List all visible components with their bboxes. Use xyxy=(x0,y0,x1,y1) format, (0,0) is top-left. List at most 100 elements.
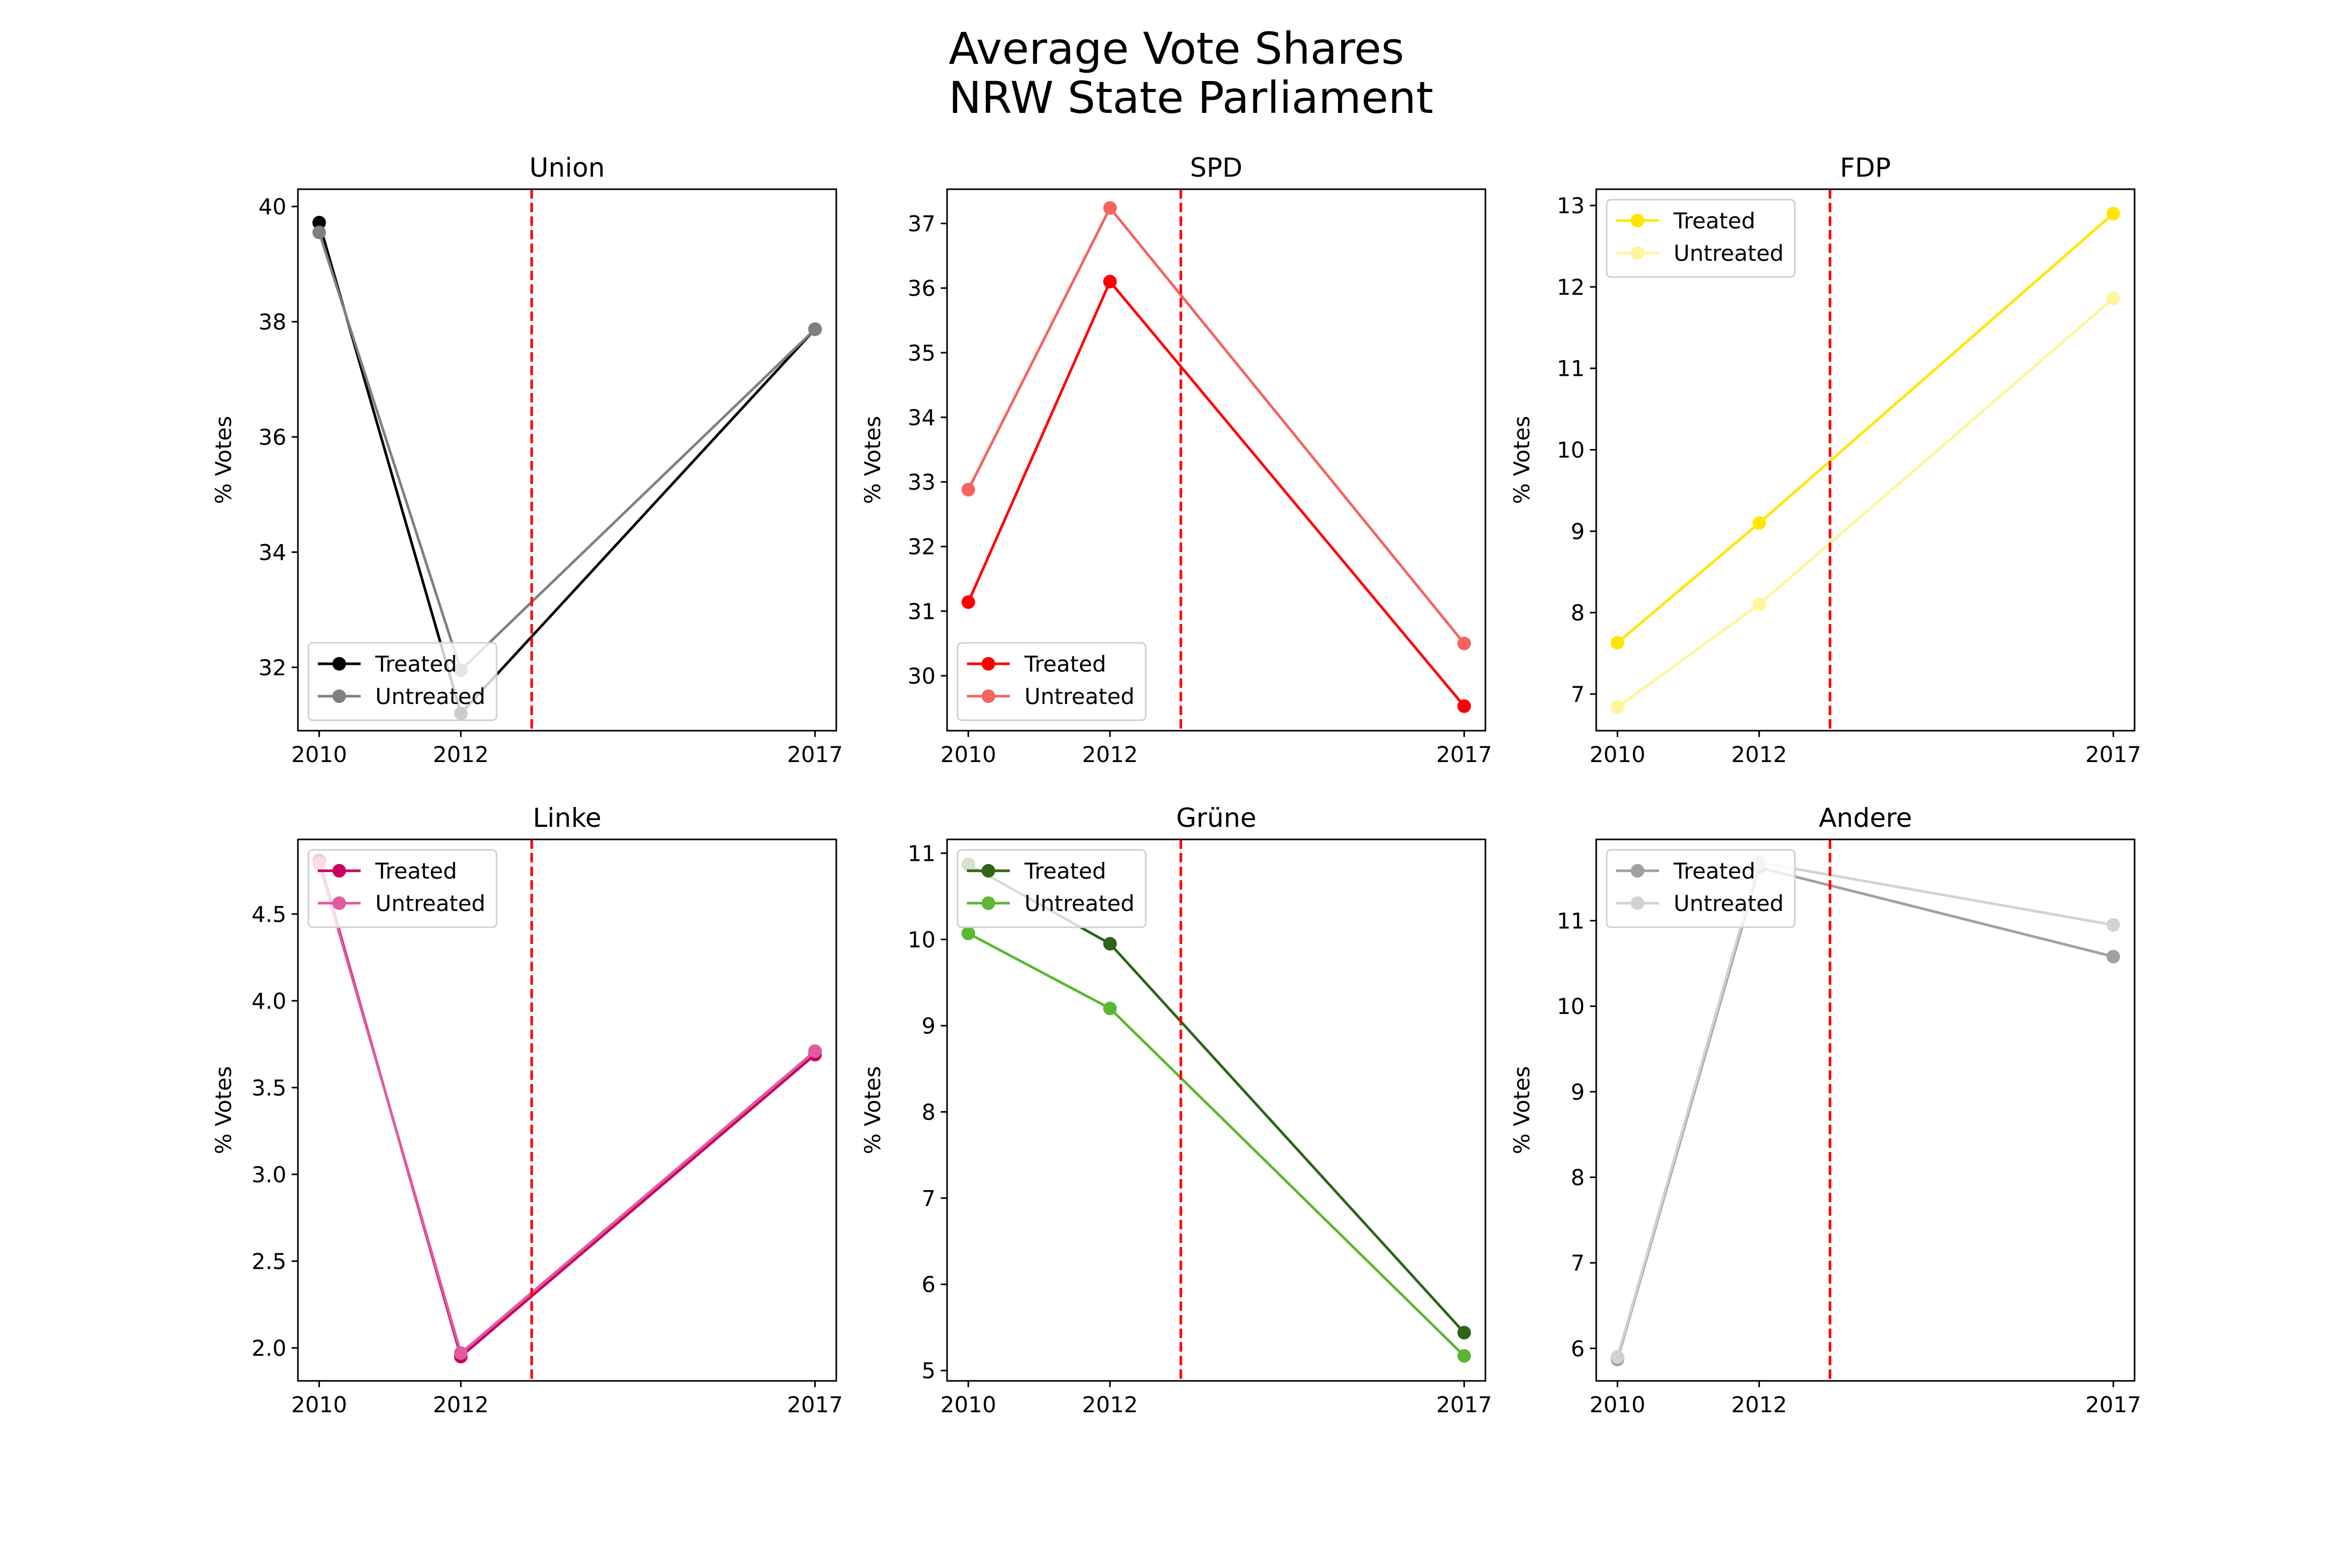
legend-marker-treated xyxy=(332,657,346,671)
x-tick-label: 2010 xyxy=(291,1392,347,1417)
y-tick-label: 38 xyxy=(259,309,286,335)
legend-box xyxy=(307,642,498,721)
data-point-treated xyxy=(1610,636,1624,650)
x-tick-label: 2010 xyxy=(1589,742,1645,767)
plot-frame xyxy=(1595,188,2136,732)
y-tick-label: 8 xyxy=(1571,600,1585,626)
x-tick-label: 2010 xyxy=(940,1392,996,1417)
plot-frame xyxy=(1595,838,2136,1382)
legend-marker-untreated xyxy=(982,896,995,910)
y-tick-label: 7 xyxy=(1571,1250,1585,1276)
y-tick-label: 9 xyxy=(921,1013,936,1039)
legend: Treated Untreated xyxy=(1606,849,1796,928)
subplot-6: Andere % Votes 6 7 8 9 10 11 2010 2012 2017 Treated… xyxy=(1509,803,2141,1417)
legend-label-untreated: Untreated xyxy=(1024,891,1135,916)
subplot-title: Linke xyxy=(533,803,601,833)
legend-label-treated: Treated xyxy=(1024,858,1106,884)
subplot-grid: Union % Votes 32 34 36 38 40 2010 2012 2017 Treate… xyxy=(211,153,2141,1417)
subplot-5: Grüne % Votes 5 6 7 8 9 10 11 2010 2012 2017 Treated… xyxy=(860,803,1492,1417)
y-tick-label: 11 xyxy=(1557,908,1585,933)
data-point-untreated xyxy=(1457,1349,1471,1363)
data-point-treated xyxy=(1103,274,1117,289)
legend-marker-untreated xyxy=(982,689,995,703)
data-point-treated xyxy=(1752,516,1766,530)
legend: Treated Untreated xyxy=(956,642,1147,721)
data-point-untreated xyxy=(312,225,326,239)
legend: Treated Untreated xyxy=(307,642,498,721)
x-tick-label: 2012 xyxy=(1731,742,1787,767)
y-tick-label: 8 xyxy=(921,1099,936,1125)
figure-title-line-2: NRW State Parliament xyxy=(949,72,1433,123)
legend-label-treated: Treated xyxy=(375,858,457,884)
data-point-untreated xyxy=(961,482,975,497)
y-tick-label: 34 xyxy=(259,539,286,565)
data-point-untreated xyxy=(2106,918,2120,932)
legend-label-untreated: Untreated xyxy=(375,891,486,916)
data-point-untreated xyxy=(808,1044,822,1058)
data-point-untreated xyxy=(808,322,822,336)
y-tick-label: 6 xyxy=(1571,1336,1585,1362)
y-tick-label: 36 xyxy=(259,424,286,450)
y-tick-label: 37 xyxy=(908,211,936,237)
y-tick-label: 8 xyxy=(1571,1165,1585,1190)
data-point-untreated xyxy=(1103,201,1117,215)
y-axis-label: % Votes xyxy=(211,416,236,504)
y-tick-label: 4.5 xyxy=(251,902,286,927)
x-tick-label: 2010 xyxy=(940,742,996,767)
legend-box xyxy=(956,642,1147,721)
legend-marker-treated xyxy=(332,864,346,878)
legend-label-untreated: Untreated xyxy=(375,684,486,709)
plot-frame xyxy=(946,838,1486,1382)
data-point-untreated xyxy=(2106,291,2120,305)
x-tick-label: 2017 xyxy=(787,742,843,767)
y-tick-label: 7 xyxy=(1571,682,1585,707)
y-tick-label: 36 xyxy=(908,275,936,301)
legend-label-untreated: Untreated xyxy=(1674,891,1784,916)
subplot-title: Union xyxy=(529,153,605,183)
y-tick-label: 10 xyxy=(1557,437,1585,463)
legend-marker-untreated xyxy=(1631,246,1644,260)
plot-frame xyxy=(946,188,1486,732)
y-axis-label: % Votes xyxy=(860,416,885,504)
x-tick-label: 2017 xyxy=(1436,742,1492,767)
y-axis-label: % Votes xyxy=(211,1066,236,1155)
y-tick-label: 11 xyxy=(1557,356,1585,382)
y-tick-label: 30 xyxy=(908,663,936,689)
legend-label-treated: Treated xyxy=(1673,858,1755,884)
legend-box xyxy=(956,849,1147,928)
x-tick-label: 2012 xyxy=(433,1392,489,1417)
data-point-treated xyxy=(312,215,326,229)
legend-box xyxy=(1606,849,1796,928)
y-tick-label: 2.0 xyxy=(251,1335,286,1361)
y-tick-label: 12 xyxy=(1557,274,1585,300)
subplot-title: FDP xyxy=(1840,153,1890,183)
subplot-title: Grüne xyxy=(1176,803,1256,833)
x-tick-label: 2017 xyxy=(2085,742,2141,767)
data-point-treated xyxy=(1103,937,1117,951)
y-tick-label: 40 xyxy=(259,194,286,220)
data-point-untreated xyxy=(1457,637,1471,651)
y-tick-label: 9 xyxy=(1571,1079,1585,1105)
legend: Treated Untreated xyxy=(1606,199,1796,278)
data-point-untreated xyxy=(961,926,975,940)
subplot-3: FDP % Votes 7 8 9 10 11 12 13 2010 2012 2017 Treated… xyxy=(1509,153,2141,767)
legend-label-treated: Treated xyxy=(375,651,457,677)
legend-label-untreated: Untreated xyxy=(1674,240,1784,266)
x-tick-label: 2012 xyxy=(1082,1392,1138,1417)
legend-marker-treated xyxy=(1631,864,1644,878)
plot-frame xyxy=(297,188,837,732)
legend-marker-untreated xyxy=(1631,896,1644,910)
subplot-1: Union % Votes 32 34 36 38 40 2010 2012 2017 Treate… xyxy=(211,153,843,767)
y-axis-label: % Votes xyxy=(860,1066,885,1155)
y-tick-label: 4.0 xyxy=(251,988,286,1014)
legend-marker-treated xyxy=(982,657,995,671)
legend-label-treated: Treated xyxy=(1673,208,1755,234)
y-axis-label: % Votes xyxy=(1509,416,1535,504)
data-point-untreated xyxy=(1103,1001,1117,1016)
x-tick-label: 2012 xyxy=(1082,742,1138,767)
legend-marker-untreated xyxy=(332,896,346,910)
legend-label-untreated: Untreated xyxy=(1024,684,1135,709)
figure-title-line-1: Average Vote Shares xyxy=(949,23,1404,74)
data-point-treated xyxy=(961,595,975,609)
legend-box xyxy=(1606,199,1796,278)
